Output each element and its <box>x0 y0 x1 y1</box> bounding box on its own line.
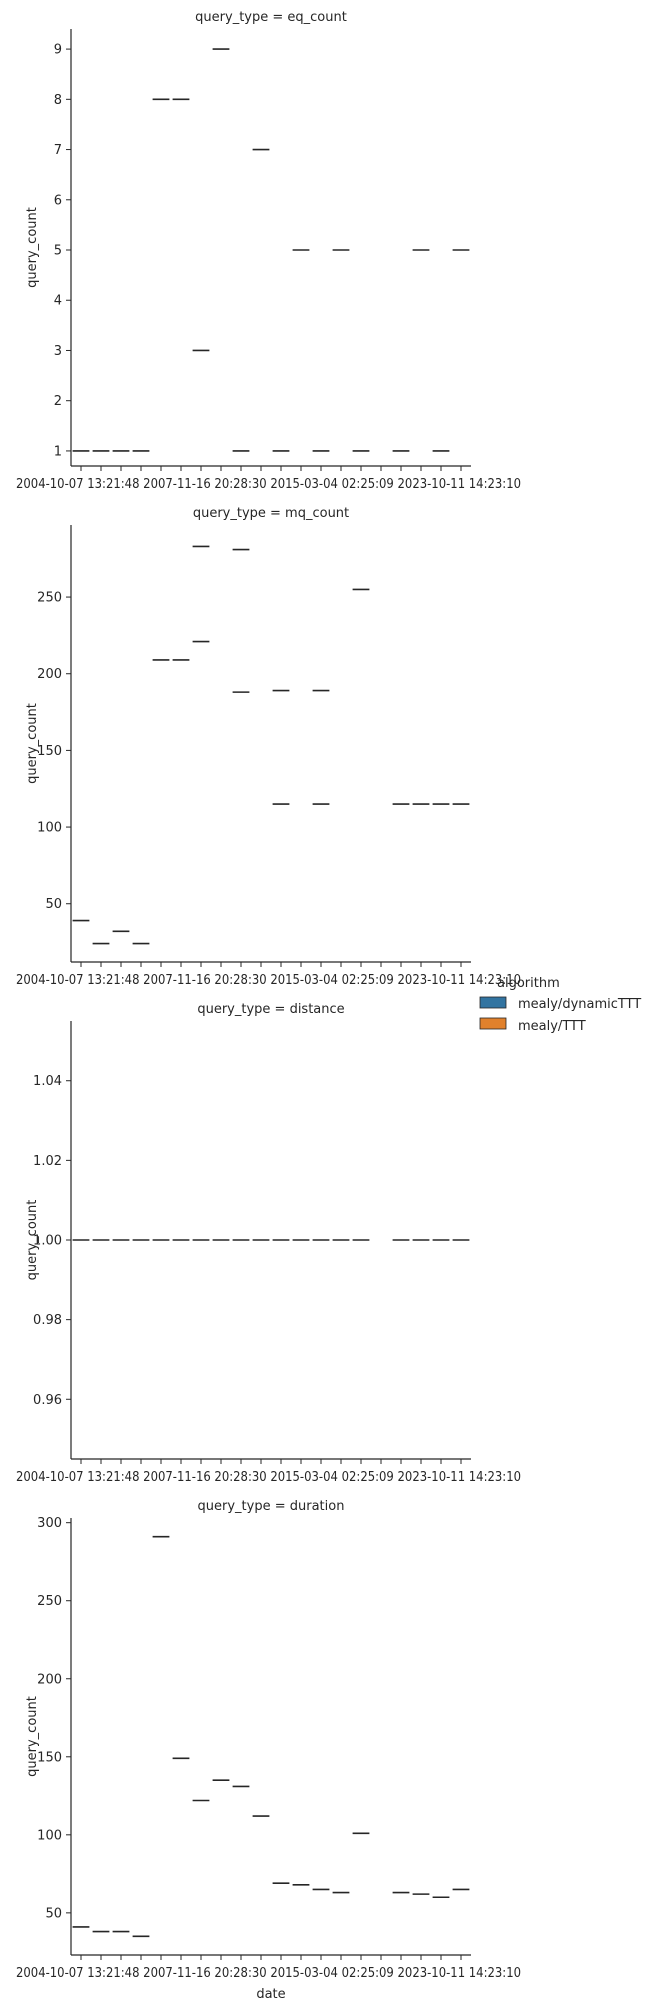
y-tick-label: 0.96 <box>33 1393 62 1408</box>
y-tick-label: 200 <box>37 667 62 682</box>
legend-label-dynamicttt: mealy/dynamicTTT <box>518 997 641 1012</box>
y-tick-label: 250 <box>37 591 62 606</box>
facet-panel-1: query_type = eq_count 1 2 3 4 5 6 7 8 9 2004-10-07… <box>16 10 521 492</box>
y-tick-label: 7 <box>54 143 62 158</box>
y-tick-label: 6 <box>54 193 62 208</box>
legend-title: algorithm <box>497 976 560 991</box>
panel-title: query_type = eq_count <box>195 10 347 25</box>
y-tick-label: 1.02 <box>33 1154 62 1169</box>
y-tick-label: 150 <box>37 744 62 759</box>
y-tick-label: 300 <box>37 1516 62 1531</box>
y-tick-label: 1.04 <box>33 1074 62 1089</box>
y-tick-label: 100 <box>37 1828 62 1843</box>
y-tick-label: 4 <box>54 294 62 309</box>
x-tick-labels: 2004-10-07 13:21:48 2007-11-16 20:28:30 … <box>16 973 521 988</box>
y-tick-label: 150 <box>37 1750 62 1765</box>
legend-swatch-ttt <box>479 1017 507 1030</box>
y-tick-label: 200 <box>37 1672 62 1687</box>
y-tick-label: 1.00 <box>33 1234 62 1249</box>
y-tick-label: 250 <box>37 1594 62 1609</box>
y-tick-label: 5 <box>54 244 62 259</box>
x-tick-labels: 2004-10-07 13:21:48 2007-11-16 20:28:30 … <box>16 1966 521 1981</box>
panel-title: query_type = duration <box>198 1499 345 1514</box>
panel-title: query_type = mq_count <box>193 506 349 521</box>
legend-label-ttt: mealy/TTT <box>518 1019 586 1034</box>
y-axis-label: query_count <box>25 1200 40 1281</box>
legend-swatch-dynamicttt <box>479 996 507 1009</box>
y-tick-label: 50 <box>45 897 62 912</box>
legend: algorithm mealy/dynamicTTT mealy/TTT <box>479 976 641 1034</box>
y-axis-label: query_count <box>25 1696 40 1777</box>
y-tick-label: 9 <box>54 43 62 58</box>
y-tick-label: 8 <box>54 93 62 108</box>
x-tick-labels: 2004-10-07 13:21:48 2007-11-16 20:28:30 … <box>16 1470 521 1485</box>
x-axis-label: date <box>256 1987 285 2002</box>
y-tick-label: 3 <box>54 344 62 359</box>
facet-panel-3: query_type = distance 0.96 0.98 1.00 1.02 1.0… <box>16 1002 521 1485</box>
y-tick-label: 0.98 <box>33 1313 62 1328</box>
y-axis-label: query_count <box>25 207 40 288</box>
y-tick-label: 100 <box>37 821 62 836</box>
facet-panel-2: query_type = mq_count 50 100 150 200 250 2004-… <box>16 506 521 988</box>
y-tick-label: 1 <box>54 444 62 459</box>
y-tick-label: 2 <box>54 394 62 409</box>
facet-panel-4: query_type = duration 50 100 150 200 250 300 20… <box>16 1499 521 1981</box>
y-tick-label: 50 <box>45 1906 62 1921</box>
x-tick-labels: 2004-10-07 13:21:48 2007-11-16 20:28:30 … <box>16 477 521 492</box>
panel-title: query_type = distance <box>197 1002 344 1017</box>
y-axis-label: query_count <box>25 703 40 784</box>
